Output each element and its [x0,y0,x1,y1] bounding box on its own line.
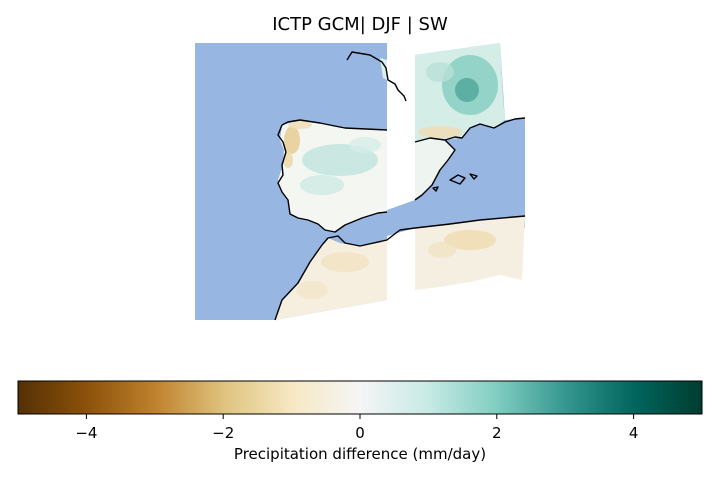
colorbar-ticks: −4 −2 0 2 4 [75,414,638,442]
colorbar: −4 −2 0 2 4 [17,380,703,442]
balearic-islands [449,174,466,185]
ocean-strait-gap [387,200,415,236]
colorbar-label: Precipitation difference (mm/day) [233,445,487,463]
coastlines [274,51,526,321]
map-title: ICTP GCM| DJF | SW [272,14,448,35]
colorbar-tick-label: 2 [492,424,502,442]
colorbar-tick-label: 0 [355,424,365,442]
iberia-negative-anomaly [284,126,300,154]
africa-east-land [415,216,525,290]
colorbar-tick-label: 4 [629,424,639,442]
colorbar-gradient [17,380,703,415]
colorbar-tick-label: −4 [75,424,97,442]
land-west [275,58,387,320]
colorbar-tick-label: −2 [212,424,234,442]
land-east [415,43,525,290]
